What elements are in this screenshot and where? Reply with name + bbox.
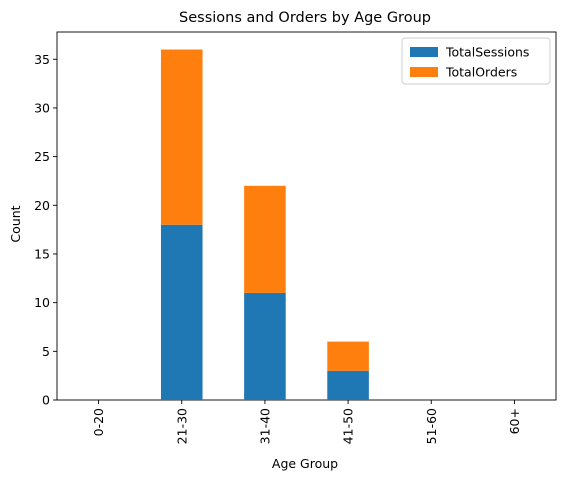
x-tick-label: 60+ [507, 408, 522, 434]
plot-area [56, 31, 557, 401]
x-tick-label: 51-60 [424, 408, 439, 444]
y-tick-label: 30 [34, 100, 50, 115]
x-tick-label: 21-30 [174, 408, 189, 444]
y-tick-label: 0 [42, 393, 50, 408]
y-tick-label: 25 [34, 149, 50, 164]
x-axis: 0-20 21-30 31-40 41-50 51-60 60+ [91, 400, 522, 444]
y-tick-label: 35 [34, 52, 50, 67]
x-tick-label: 31-40 [257, 408, 272, 444]
y-axis-label: Count [8, 205, 23, 242]
bar-totalsessions-41-50 [327, 370, 369, 400]
y-tick-label: 20 [34, 198, 50, 213]
y-axis: 0 5 10 15 20 25 30 35 [34, 52, 57, 408]
bar-totalsessions-31-40 [244, 292, 286, 400]
x-tick-label: 0-20 [91, 408, 106, 436]
bar-totalorders-21-30 [160, 49, 203, 225]
bar-totalorders-31-40 [244, 185, 286, 293]
legend-swatch-totalorders [410, 67, 438, 77]
y-tick-label: 15 [34, 246, 50, 261]
x-tick-label: 41-50 [341, 408, 356, 444]
legend: TotalSessions TotalOrders [401, 37, 551, 85]
legend-swatch-totalsessions [410, 47, 438, 57]
plot-frame [56, 31, 557, 401]
legend-frame [401, 37, 551, 85]
legend-label-totalsessions: TotalSessions [445, 45, 529, 60]
y-tick-label: 10 [34, 295, 50, 310]
legend-label-totalorders: TotalOrders [445, 65, 517, 80]
bar-totalorders-41-50 [327, 341, 369, 371]
chart-title: Sessions and Orders by Age Group [179, 10, 431, 26]
y-tick-label: 5 [42, 344, 50, 359]
bars [160, 49, 369, 400]
bar-totalsessions-21-30 [160, 224, 203, 400]
x-axis-label: Age Group [272, 456, 338, 471]
